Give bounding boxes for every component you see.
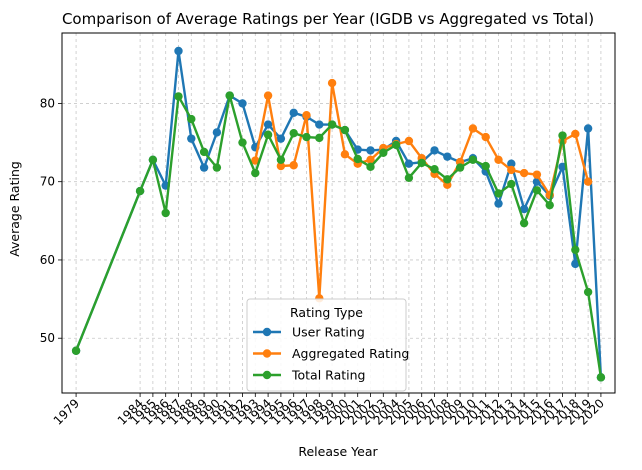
data-point-aggregated-rating — [251, 156, 260, 165]
data-point-user-rating — [404, 159, 414, 168]
data-point-total-rating — [507, 179, 516, 189]
data-point-total-rating — [583, 287, 593, 297]
data-point-user-rating — [276, 134, 286, 143]
x-axis-ticks: 1979 198419851986198719881989199019911992… — [51, 393, 607, 428]
y-axis-label: Average Rating — [7, 161, 22, 257]
data-point-total-rating — [238, 138, 247, 147]
legend-marker-aggregated-rating — [262, 349, 272, 358]
y-tick-label: 50 — [40, 331, 55, 345]
series-aggregated-rating — [251, 78, 593, 303]
y-axis-ticks: 50 60 70 80 — [40, 96, 62, 345]
data-point-aggregated-rating — [583, 177, 593, 186]
data-point-total-rating — [545, 200, 554, 210]
data-point-aggregated-rating — [276, 161, 286, 171]
data-point-aggregated-rating — [468, 124, 478, 133]
data-point-user-rating — [199, 163, 209, 172]
y-tick-label: 70 — [40, 175, 55, 189]
legend-label-total-rating: Total Rating — [291, 368, 365, 383]
data-point-total-rating — [174, 92, 183, 101]
data-point-aggregated-rating — [519, 168, 529, 178]
data-point-total-rating — [430, 164, 439, 174]
series-total-rating — [71, 91, 606, 382]
data-point-aggregated-rating — [532, 170, 542, 179]
data-point-total-rating — [532, 186, 542, 195]
data-point-aggregated-rating — [404, 136, 414, 146]
x-tick-label: 1979 — [51, 396, 82, 427]
legend-box — [246, 298, 407, 392]
data-point-user-rating — [507, 159, 516, 168]
data-point-user-rating — [315, 120, 324, 129]
data-point-user-rating — [187, 134, 196, 143]
data-point-total-rating — [596, 373, 606, 382]
data-point-total-rating — [315, 133, 324, 143]
data-point-aggregated-rating — [327, 78, 337, 88]
data-point-total-rating — [417, 158, 426, 168]
data-point-total-rating — [340, 125, 350, 135]
data-point-total-rating — [468, 155, 478, 164]
data-point-user-rating — [238, 99, 247, 108]
data-point-user-rating — [174, 46, 183, 56]
legend-label-user-rating: User Rating — [292, 325, 365, 340]
data-point-aggregated-rating — [481, 132, 490, 142]
y-tick-label: 80 — [40, 96, 55, 110]
data-point-aggregated-rating — [302, 110, 311, 120]
data-point-aggregated-rating — [289, 161, 298, 170]
data-point-total-rating — [558, 131, 567, 140]
data-point-aggregated-rating — [507, 165, 516, 175]
data-point-user-rating — [263, 120, 273, 129]
plot-frame — [61, 32, 616, 394]
data-point-total-rating — [494, 189, 503, 198]
data-point-total-rating — [212, 163, 222, 172]
series-line-user-rating — [74, 49, 603, 378]
legend-title: Rating Type — [290, 305, 363, 320]
data-point-user-rating — [583, 124, 593, 133]
data-point-user-rating — [212, 128, 222, 137]
data-point-user-rating — [366, 146, 375, 155]
data-point-total-rating — [571, 245, 580, 254]
data-point-user-rating — [430, 146, 439, 155]
data-point-total-rating — [263, 130, 273, 139]
data-point-total-rating — [225, 91, 234, 100]
data-point-total-rating — [404, 173, 414, 182]
data-point-total-rating — [187, 114, 196, 124]
data-point-aggregated-rating — [494, 155, 503, 164]
series-user-rating — [71, 46, 606, 382]
data-point-total-rating — [135, 186, 145, 196]
data-point-total-rating — [199, 147, 209, 157]
data-point-user-rating — [289, 108, 298, 118]
data-point-total-rating — [276, 155, 286, 164]
data-point-total-rating — [443, 175, 452, 184]
x-axis-label: Release Year — [298, 444, 378, 459]
data-point-total-rating — [366, 162, 375, 172]
data-point-aggregated-rating — [263, 91, 273, 100]
data-point-user-rating — [571, 259, 580, 269]
y-tick-label: 60 — [40, 253, 55, 267]
data-point-user-rating — [519, 204, 529, 214]
data-point-total-rating — [455, 163, 465, 172]
data-point-total-rating — [327, 120, 337, 129]
data-point-aggregated-rating — [340, 150, 350, 159]
data-point-user-rating — [494, 199, 503, 208]
data-point-total-rating — [391, 140, 401, 150]
data-point-total-rating — [161, 208, 170, 218]
data-point-total-rating — [519, 218, 529, 228]
chart-title: Comparison of Average Ratings per Year (… — [62, 10, 594, 28]
legend-label-aggregated-rating: Aggregated Rating — [292, 346, 409, 361]
data-point-total-rating — [148, 155, 158, 164]
data-point-total-rating — [353, 154, 362, 164]
data-point-total-rating — [289, 128, 298, 138]
data-point-total-rating — [481, 161, 490, 171]
data-point-total-rating — [251, 168, 260, 178]
data-point-total-rating — [302, 132, 311, 142]
legend-marker-total-rating — [262, 370, 272, 380]
data-point-user-rating — [443, 152, 452, 161]
data-point-total-rating — [71, 346, 81, 355]
legend: Rating Type User Rating Aggregated Rating… — [246, 298, 409, 392]
data-point-aggregated-rating — [366, 155, 375, 164]
data-point-aggregated-rating — [571, 129, 580, 139]
series-layer — [71, 46, 606, 382]
data-point-total-rating — [379, 148, 388, 157]
legend-marker-user-rating — [262, 327, 272, 337]
